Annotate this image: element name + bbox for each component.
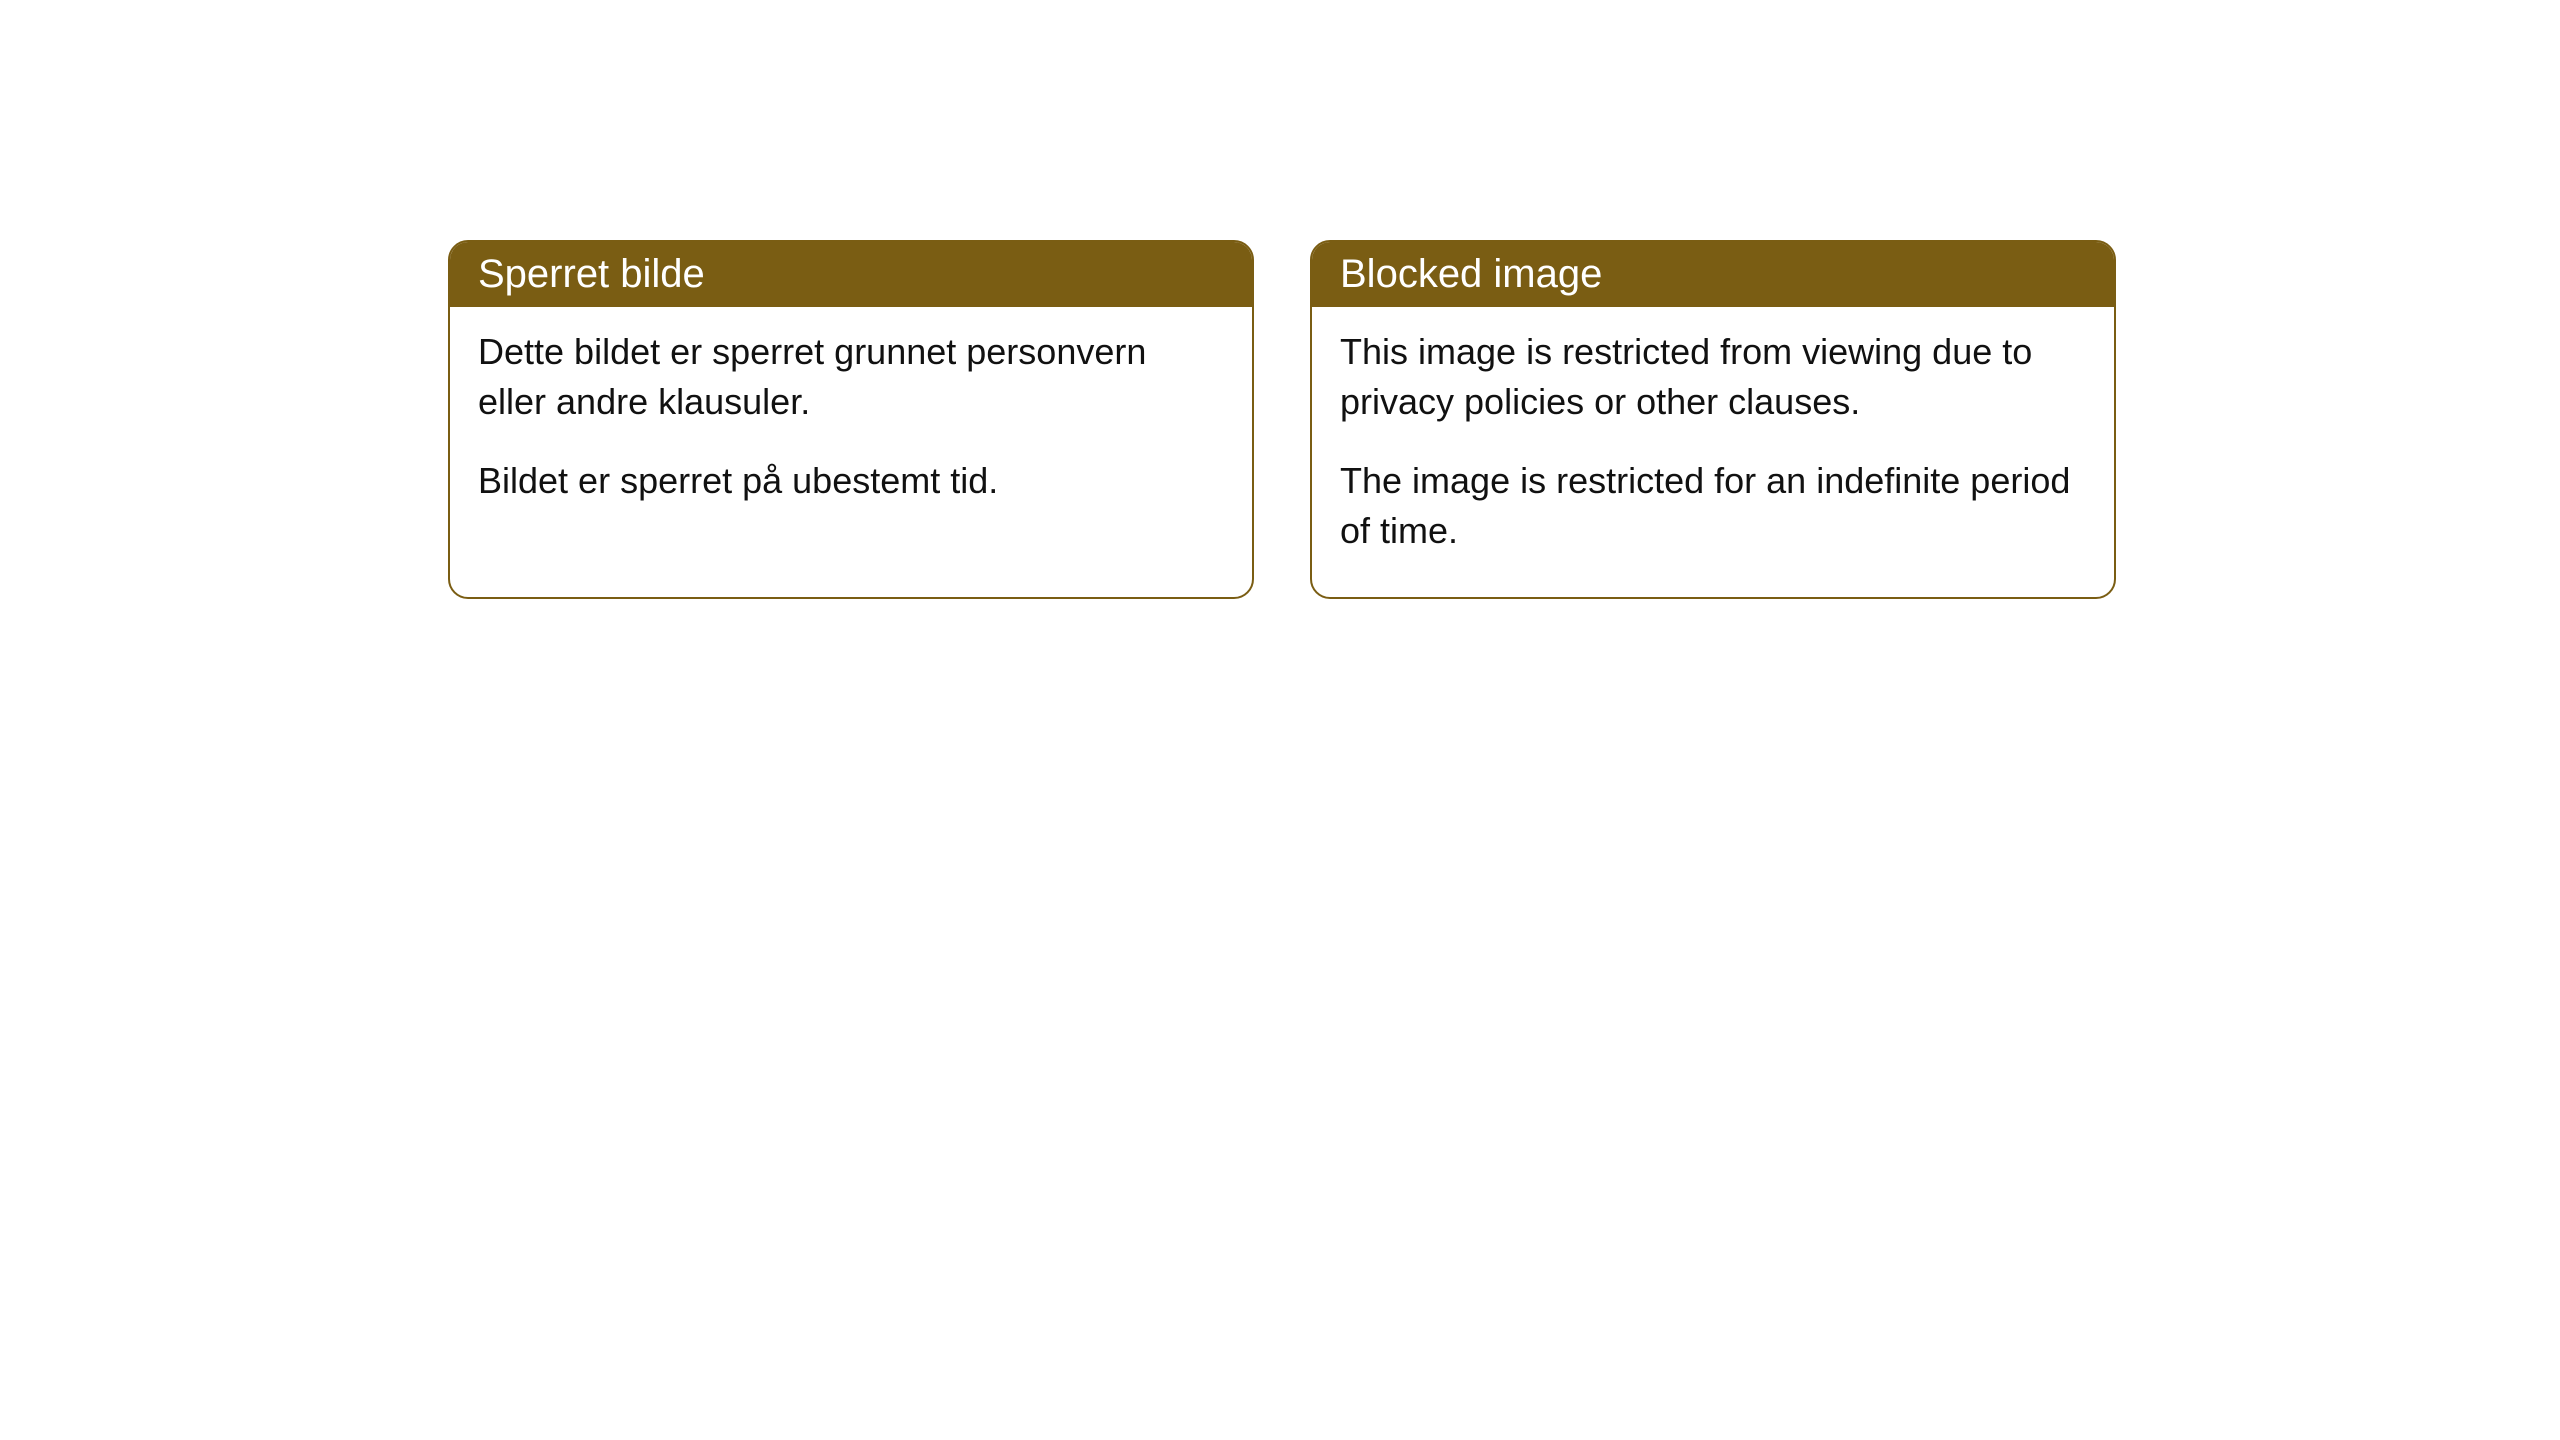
notice-cards-container: Sperret bilde Dette bildet er sperret gr…	[448, 240, 2116, 599]
card-paragraph: Dette bildet er sperret grunnet personve…	[478, 327, 1224, 428]
card-header: Blocked image	[1312, 242, 2114, 307]
card-body: This image is restricted from viewing du…	[1312, 307, 2114, 597]
card-title: Sperret bilde	[478, 252, 705, 296]
notice-card-norwegian: Sperret bilde Dette bildet er sperret gr…	[448, 240, 1254, 599]
notice-card-english: Blocked image This image is restricted f…	[1310, 240, 2116, 599]
card-header: Sperret bilde	[450, 242, 1252, 307]
card-paragraph: This image is restricted from viewing du…	[1340, 327, 2086, 428]
card-title: Blocked image	[1340, 252, 1602, 296]
card-paragraph: The image is restricted for an indefinit…	[1340, 456, 2086, 557]
card-paragraph: Bildet er sperret på ubestemt tid.	[478, 456, 1224, 506]
card-body: Dette bildet er sperret grunnet personve…	[450, 307, 1252, 546]
